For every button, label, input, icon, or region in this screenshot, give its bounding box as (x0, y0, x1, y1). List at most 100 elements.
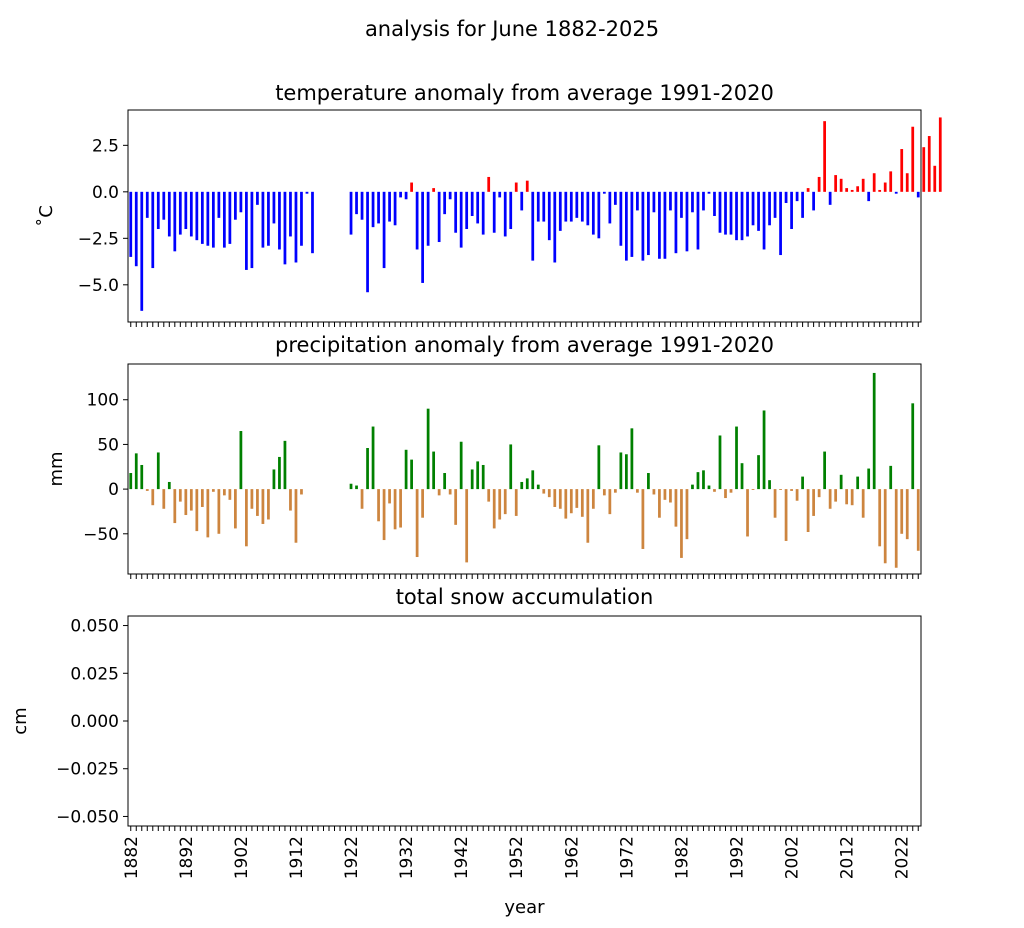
temperature-bar-1932 (404, 191, 408, 200)
precipitation-bar-1913 (300, 489, 303, 495)
temperature-bar-1956 (536, 191, 540, 222)
temperature-bar-1974 (636, 191, 639, 211)
precipitation-bar-1889 (167, 481, 171, 490)
precipitation-bar-1951 (509, 444, 513, 490)
precipitation-bar-2006 (812, 489, 815, 516)
temperature-bar-1989 (718, 191, 722, 233)
precipitation-y-ticks: −50 0 50 100 (83, 391, 128, 545)
temperature-bar-1971 (619, 191, 623, 246)
precipitation-bar-1963 (575, 489, 579, 508)
temperature-bar-1910 (283, 191, 287, 265)
temperature-bar-2021 (894, 191, 898, 194)
x-tick-label: 1942 (452, 836, 472, 879)
precipitation-bar-1999 (773, 489, 777, 518)
temperature-bar-1912 (294, 191, 298, 263)
precipitation-bar-1924 (360, 489, 364, 509)
temperature-bar-1951 (509, 191, 513, 230)
precipitation-bar-1947 (487, 489, 491, 502)
temperature-bar-2025 (916, 191, 920, 198)
x-tick-label: 1912 (287, 836, 307, 879)
temperature-bar-1984 (691, 191, 694, 213)
precipitation-bar-1884 (140, 464, 144, 490)
temperature-bar-1970 (613, 191, 617, 205)
snow-x-tick-labels: 1882 1892 1902 1912 1922 1932 1942 1952 1962 1972… (122, 836, 913, 879)
temperature-bar-1995 (751, 191, 755, 226)
temperature-bar-1930 (393, 191, 397, 226)
temperature-bar-1948 (492, 191, 496, 233)
temperature-bar-1994 (746, 191, 749, 237)
temperature-bar-1887 (156, 191, 160, 230)
temperature-axes-frame (127, 109, 922, 323)
x-tick-label: 2012 (838, 836, 858, 879)
temperature-bar-1999 (773, 191, 777, 218)
temperature-bar-1975 (641, 191, 645, 261)
precipitation-bar-1992 (735, 426, 738, 490)
temperature-bar-1914 (305, 191, 309, 194)
precipitation-bar-1957 (542, 489, 546, 494)
temperature-bar-1944 (470, 191, 474, 216)
temperature-bar-1968 (602, 191, 606, 194)
temperature-bar-2002 (790, 191, 793, 230)
precipitation-bar-1948 (492, 489, 496, 529)
x-tick-label: 2002 (783, 836, 803, 879)
precipitation-bar-1954 (525, 478, 529, 490)
precipitation-bar-1883 (134, 453, 138, 490)
precipitation-bar-1972 (625, 454, 628, 490)
precipitation-bar-2011 (839, 474, 843, 490)
temperature-bar-2007 (817, 176, 821, 192)
precipitation-bar-2008 (823, 451, 826, 490)
temperature-bar-1935 (421, 191, 424, 283)
precipitation-bar-1890 (173, 489, 177, 524)
precipitation-bar-2021 (894, 489, 898, 568)
x-tick-label: 1922 (342, 836, 362, 879)
precipitation-bar-1888 (162, 489, 166, 509)
precipitation-bar-2000 (779, 489, 782, 490)
precipitation-bar-2023 (905, 489, 909, 540)
precipitation-bar-1929 (388, 489, 391, 504)
temperature-bar-1980 (669, 191, 672, 211)
temperature-x-ticks (130, 322, 919, 327)
precipitation-bar-1996 (757, 455, 760, 490)
precipitation-bar-1982 (680, 489, 683, 558)
precipitation-bar-1912 (294, 489, 298, 543)
temperature-bar-2018 (878, 189, 882, 192)
precipitation-bar-1956 (536, 484, 540, 490)
temperature-bar-2003 (795, 191, 799, 202)
temperature-bar-1886 (151, 191, 155, 269)
temperature-y-tick-label: 2.5 (92, 136, 119, 156)
precipitation-bar-2017 (872, 372, 876, 490)
x-tick-label: 1932 (397, 836, 417, 879)
precipitation-y-tick-label: 0 (108, 480, 119, 500)
precipitation-bar-1902 (239, 431, 243, 490)
temperature-y-tick-label: −2.5 (78, 229, 119, 249)
temperature-bar-1990 (724, 191, 727, 235)
precipitation-bar-1904 (250, 489, 254, 509)
precipitation-bar-1938 (437, 489, 441, 496)
temperature-bar-2014 (856, 186, 860, 192)
precipitation-bar-1893 (189, 489, 193, 511)
precipitation-bar-1971 (619, 452, 623, 490)
temperature-bar-1889 (167, 191, 171, 237)
precipitation-bar-2025 (916, 489, 920, 551)
temperature-bar-1941 (454, 191, 458, 233)
precipitation-bar-1910 (283, 440, 287, 490)
temperature-bar-1950 (503, 191, 507, 237)
precipitation-bar-1940 (448, 489, 452, 495)
precipitation-bar-1950 (503, 489, 507, 515)
figure-title: analysis for June 1882-2025 (365, 17, 659, 41)
temperature-bar-1967 (597, 191, 601, 239)
temperature-bar-2029 (938, 117, 942, 192)
temperature-bar-1883 (134, 191, 138, 267)
temperature-bar-1982 (680, 191, 683, 218)
temperature-bar-1898 (217, 191, 221, 218)
temperature-bar-1987 (707, 191, 711, 194)
snow-x-ticks (130, 826, 919, 831)
precipitation-bar-1967 (597, 445, 601, 490)
temperature-bar-1915 (311, 191, 314, 254)
precipitation-bar-1945 (476, 461, 480, 490)
temperature-bar-1937 (432, 188, 436, 192)
precipitation-bar-1964 (580, 489, 584, 517)
precipitation-bar-1900 (228, 489, 232, 500)
precipitation-bar-1993 (740, 463, 744, 490)
temperature-y-tick-label: −5.0 (78, 276, 119, 296)
